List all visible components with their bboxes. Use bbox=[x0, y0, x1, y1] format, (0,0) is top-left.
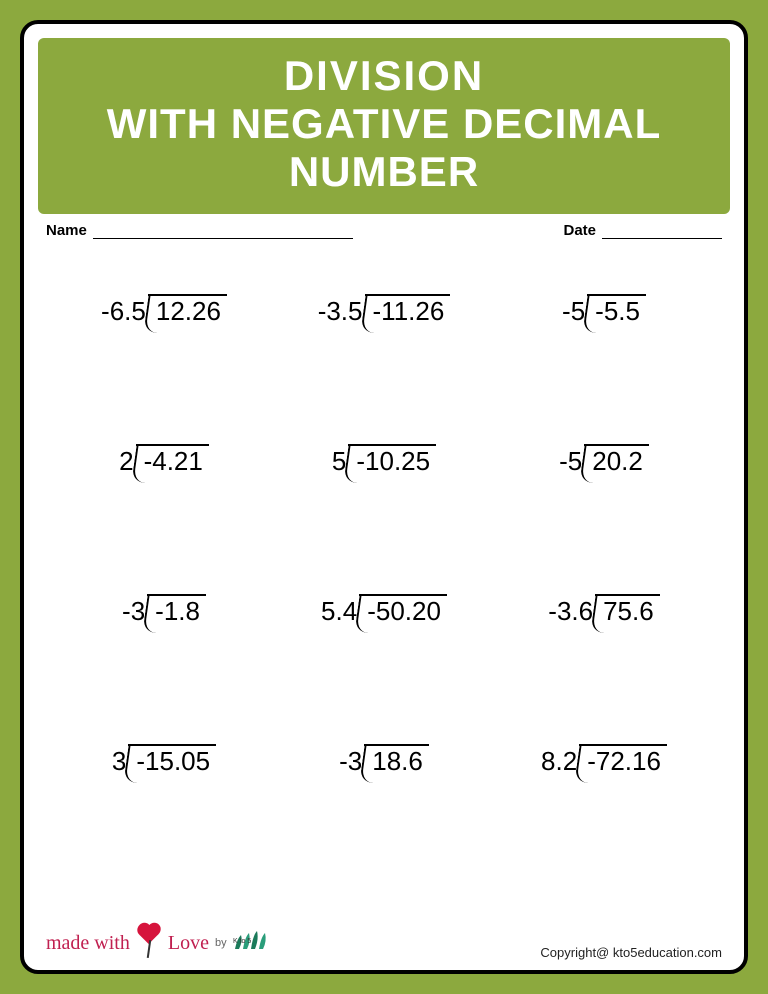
division-problem: -6.5 12.26 bbox=[64, 289, 264, 329]
worksheet-page: DIVISION WITH NEGATIVE DECIMAL NUMBER Na… bbox=[20, 20, 748, 974]
division-problem: -3.5 -11.26 bbox=[284, 289, 484, 329]
dividend: 20.2 bbox=[584, 444, 649, 479]
dividend: -10.25 bbox=[348, 444, 436, 479]
division-problem: -5 -5.5 bbox=[504, 289, 704, 329]
division-problem: -3 -1.8 bbox=[64, 589, 264, 629]
division-problem: -3 18.6 bbox=[284, 739, 484, 779]
made-with-love: made with Love by K to 5 bbox=[46, 926, 279, 960]
heart-balloon-icon bbox=[134, 926, 164, 960]
dividend: -4.21 bbox=[136, 444, 209, 479]
leaves-icon: K to 5 bbox=[231, 929, 279, 958]
footer: made with Love by K to 5 Copyright@ kto5… bbox=[46, 926, 722, 960]
problems-grid: -6.5 12.26 -3.5 -11.26 -5 -5.5 2 -4.21 5… bbox=[24, 239, 744, 779]
date-input-line[interactable] bbox=[602, 225, 722, 239]
divisor: -6.5 bbox=[101, 296, 148, 329]
name-input-line[interactable] bbox=[93, 225, 353, 239]
divisor: -3.6 bbox=[548, 596, 595, 629]
division-problem: -5 20.2 bbox=[504, 439, 704, 479]
division-problem: 2 -4.21 bbox=[64, 439, 264, 479]
dividend: 75.6 bbox=[595, 594, 660, 629]
by-text: by bbox=[215, 937, 227, 949]
division-problem: 5 -10.25 bbox=[284, 439, 484, 479]
dividend: 18.6 bbox=[364, 744, 429, 779]
dividend: -50.20 bbox=[359, 594, 447, 629]
copyright-text: Copyright@ kto5education.com bbox=[540, 945, 722, 960]
date-label: Date bbox=[563, 222, 596, 239]
divisor: 8.2 bbox=[541, 746, 579, 779]
division-problem: 3 -15.05 bbox=[64, 739, 264, 779]
date-field: Date bbox=[563, 222, 722, 239]
division-problem: 5.4 -50.20 bbox=[284, 589, 484, 629]
dividend: -15.05 bbox=[128, 744, 216, 779]
title-line-1: DIVISION bbox=[48, 52, 720, 100]
made-with-text: made with bbox=[46, 932, 130, 955]
division-problem: -3.6 75.6 bbox=[504, 589, 704, 629]
dividend: -11.26 bbox=[365, 294, 451, 329]
name-label: Name bbox=[46, 222, 87, 239]
love-text: Love bbox=[168, 932, 209, 955]
division-problem: 8.2 -72.16 bbox=[504, 739, 704, 779]
title-line-2: WITH NEGATIVE DECIMAL NUMBER bbox=[48, 100, 720, 196]
divisor: -3.5 bbox=[318, 296, 365, 329]
header-banner: DIVISION WITH NEGATIVE DECIMAL NUMBER bbox=[38, 38, 730, 214]
svg-text:K to 5: K to 5 bbox=[233, 938, 251, 945]
dividend: -5.5 bbox=[587, 294, 646, 329]
dividend: -72.16 bbox=[579, 744, 667, 779]
dividend: -1.8 bbox=[147, 594, 206, 629]
name-field: Name bbox=[46, 222, 353, 239]
dividend: 12.26 bbox=[148, 294, 227, 329]
fields-row: Name Date bbox=[24, 214, 744, 239]
divisor: 5.4 bbox=[321, 596, 359, 629]
